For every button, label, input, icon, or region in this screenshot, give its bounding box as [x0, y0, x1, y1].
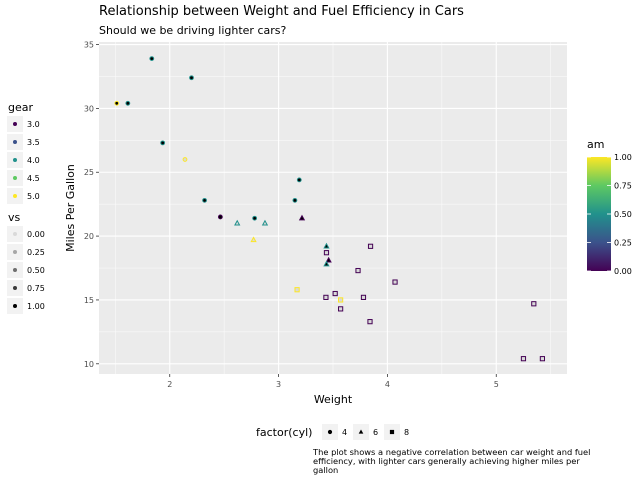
data-point [392, 279, 398, 285]
data-point [531, 301, 537, 307]
data-point [217, 214, 223, 220]
legend-gear-label: 3.0 [27, 120, 40, 129]
legend-vs-label: 0.50 [27, 266, 45, 275]
data-point [323, 250, 330, 256]
legend-gear-label: 4.0 [27, 156, 40, 165]
legend-vs-label: 1.00 [27, 302, 45, 311]
legend-gear-swatch [13, 158, 17, 162]
data-point [125, 100, 131, 106]
legend-am-label: 1.00 [614, 153, 632, 162]
data-point [250, 236, 257, 243]
data-point [292, 197, 298, 203]
legend-cyl-label: 4 [342, 428, 347, 437]
y-tick-label: 25 [84, 168, 94, 177]
x-tick-label: 3 [276, 380, 281, 389]
chart-caption: The plot shows a negative correlation be… [313, 447, 591, 476]
legend-gear-swatch [13, 140, 17, 144]
data-point [261, 219, 269, 226]
legend-vs-label: 0.25 [27, 248, 45, 257]
legends: gear 3.0 3.5 4.0 4.5 5.0 vs 0.00 0.25 0.50 0.75 1.0… [7, 101, 632, 440]
legend-cyl-title: factor(cyl) [256, 426, 312, 439]
x-tick-label: 5 [494, 380, 499, 389]
legend-cyl-label: 8 [404, 428, 409, 437]
legend-cyl-swatch [358, 429, 364, 434]
y-axis-label: Miles Per Gallon [64, 164, 77, 252]
data-point [294, 287, 300, 293]
legend-gear-swatch [13, 122, 17, 126]
legend-gear-label: 4.5 [27, 174, 40, 183]
y-tick-label: 10 [84, 360, 94, 369]
axes: 2 3 4 5 10 15 20 25 30 35 [84, 41, 499, 389]
data-point [234, 219, 241, 226]
data-point [252, 215, 258, 221]
data-point [323, 294, 329, 300]
chart-subtitle: Should we be driving lighter cars? [99, 24, 287, 37]
data-point [539, 356, 546, 362]
chart-title: Relationship between Weight and Fuel Eff… [99, 4, 464, 19]
legend-cyl-swatch [327, 429, 333, 435]
x-tick-label: 4 [385, 380, 390, 389]
x-tick-label: 2 [167, 380, 172, 389]
legend-vs-swatch [13, 250, 17, 254]
legend-am-label: 0.25 [614, 239, 632, 248]
legend-gear-title: gear [8, 101, 33, 114]
legend-am-label: 0.00 [614, 267, 632, 276]
data-point [114, 100, 120, 106]
legend-vs-label: 0.00 [27, 230, 45, 239]
data-point [182, 157, 188, 162]
legend-cyl-swatch [389, 429, 395, 435]
y-tick-label: 30 [84, 104, 94, 113]
data-point [367, 319, 373, 325]
data-point [325, 256, 332, 263]
data-point [520, 356, 527, 362]
data-point [298, 214, 306, 221]
data-point [355, 267, 361, 274]
y-tick-label: 20 [84, 232, 94, 241]
legend-gear-swatch [13, 194, 17, 198]
data-point [360, 294, 367, 300]
legend-vs-swatch [13, 286, 17, 290]
legend-vs-swatch [13, 268, 17, 272]
data-points [114, 56, 546, 362]
legend-gear-label: 3.5 [27, 138, 40, 147]
data-point [323, 260, 330, 267]
legend-am-label: 0.75 [614, 182, 632, 191]
data-point [323, 242, 330, 249]
legend-gear-label: 5.0 [27, 192, 40, 201]
data-point [189, 75, 194, 81]
data-point [332, 290, 338, 297]
data-point [202, 197, 207, 203]
legend-cyl-label: 6 [373, 428, 378, 437]
legend-am-title: am [587, 138, 604, 151]
x-axis-label: Weight [314, 393, 353, 406]
legend-vs-swatch [13, 304, 17, 308]
legend-vs-swatch [13, 232, 17, 236]
data-point [149, 56, 155, 61]
data-point [160, 140, 166, 146]
legend-vs-title: vs [8, 211, 21, 224]
y-tick-label: 35 [84, 41, 94, 50]
data-point [338, 297, 344, 303]
data-point [296, 177, 302, 183]
legend-gear-swatch [13, 176, 17, 180]
data-point [367, 243, 374, 249]
y-tick-label: 15 [84, 296, 94, 305]
data-point [338, 306, 344, 312]
legend-am-label: 0.50 [614, 210, 632, 219]
legend-vs-label: 0.75 [27, 284, 45, 293]
grid-lines [99, 42, 567, 374]
